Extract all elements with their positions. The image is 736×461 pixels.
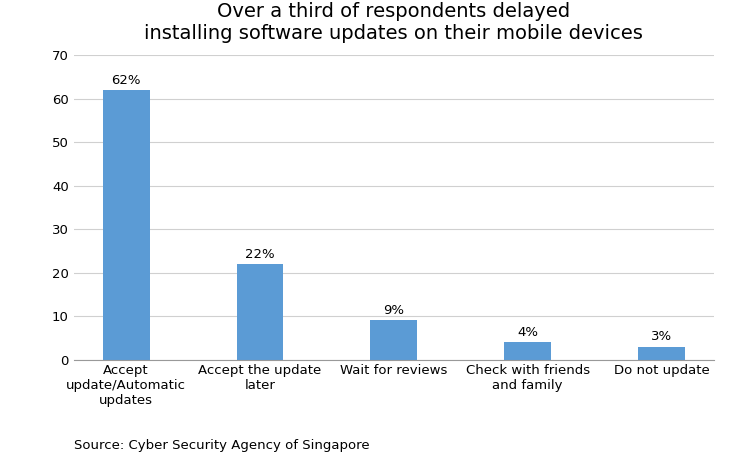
Bar [103,90,149,360]
Bar [370,320,417,360]
Text: 62%: 62% [111,74,141,87]
Bar [236,264,283,360]
Text: 4%: 4% [517,326,538,339]
Title: Over a third of respondents delayed
installing software updates on their mobile : Over a third of respondents delayed inst… [144,2,643,43]
Text: Source: Cyber Security Agency of Singapore: Source: Cyber Security Agency of Singapo… [74,439,369,452]
Bar [638,347,684,360]
Text: 9%: 9% [383,304,404,318]
Bar [504,342,551,360]
Text: 3%: 3% [651,331,672,343]
Text: 22%: 22% [245,248,275,261]
